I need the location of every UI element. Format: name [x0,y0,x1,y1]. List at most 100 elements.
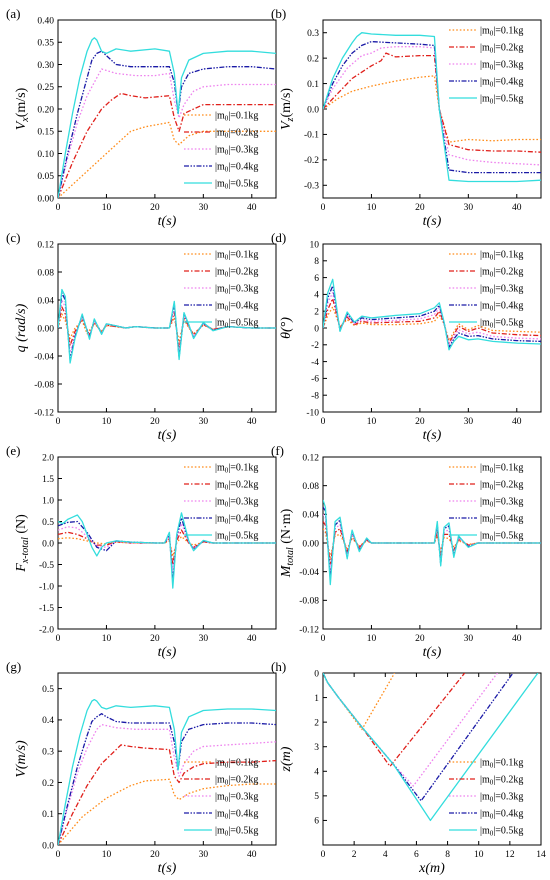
y-tick-label: 0.3 [42,747,54,757]
x-tick-label: 40 [512,634,522,644]
y-axis-label: z(m) [279,746,294,772]
y-tick-label: 0.1 [42,810,54,820]
x-tick-label: 20 [415,417,425,427]
series-group [58,37,276,198]
series-group [323,32,541,183]
y-tick-label: 0.08 [302,482,319,492]
y-tick-label: 0.0 [307,105,319,115]
y-tick-label: 0.40 [37,16,54,26]
y-tick-label: -0.08 [34,380,54,390]
y-axis-label: q (rad/s) [14,303,29,352]
x-axis-label: x(m) [418,861,445,876]
y-tick-label: 0.1 [307,80,319,90]
x-tick-label: 10 [367,203,377,213]
plot-frame [57,672,277,846]
legend-label: |m0|=0.5kg [215,179,258,191]
legend-label: |m0|=0.5kg [215,826,258,838]
x-tick-label: 10 [474,850,484,860]
y-tick-label: 6 [314,817,319,827]
y-tick-label: -0.04 [34,352,54,362]
series-line-2 [58,744,276,845]
legend-label: |m0|=0.1kg [215,463,258,475]
y-tick-label: 0.0 [42,539,54,549]
y-tick-label: -0.1 [304,131,319,141]
series-line-5 [323,32,541,183]
panel-label: (c) [6,230,20,245]
legend-label: |m0|=0.4kg [480,809,523,821]
x-tick-label: 4 [383,850,388,860]
series-line-2 [323,673,466,768]
x-tick-label: 40 [512,417,522,427]
y-tick-label: 0.35 [37,39,54,49]
series-line-3 [323,673,498,787]
legend-label: |m0|=0.3kg [480,284,523,296]
series-line-3 [58,723,276,845]
panel-label: (h) [271,659,286,674]
legend: |m0|=0.1kg |m0|=0.2kg |m0|=0.3kg |m0|=0.4kg… [184,758,258,838]
y-tick-label: 0.2 [42,779,54,789]
series-line-4 [58,50,276,198]
x-tick-label: 20 [415,203,425,213]
series-line-1 [323,673,396,731]
x-axis-label: t(s) [158,861,177,876]
legend: |m0|=0.1kg |m0|=0.2kg |m0|=0.3kg |m0|=0.4kg… [449,26,523,106]
chart-panel-b: 0 10 20 30 40 -0.3 -0.2 -0.1 0.0 0.1 0.2 0.3 |m0|=0.… [271,6,542,229]
x-tick-label: 10 [102,634,112,644]
y-tick-label: -4 [311,358,319,368]
y-tick-label: 0.05 [37,172,54,182]
x-tick-label: 10 [367,417,377,427]
series-group [58,512,276,589]
chart-panel-h: 0 2 4 6 8 10 12 140123456|m0|=0.1kg|m0|=0.2kg|m… [271,659,546,876]
series-group [323,499,541,586]
y-tick-label: 0.4 [42,716,54,726]
legend-label: |m0|=0.4kg [215,809,258,821]
y-tick-label: -0.5 [39,561,54,571]
y-tick-label: 4 [314,291,319,301]
x-tick-label: 2 [352,850,357,860]
y-tick-label: 0.00 [302,539,319,549]
y-tick-label: -0.12 [34,408,54,418]
x-tick-label: 6 [414,850,419,860]
y-tick-label: 0.5 [42,518,54,528]
x-axis-label: t(s) [158,214,177,229]
x-tick-label: 8 [445,850,450,860]
y-axis-label: Vz(m/s) [279,88,296,130]
y-tick-label: 0.2 [307,54,319,64]
legend-label: |m0|=0.1kg [480,758,523,770]
x-axis-label: t(s) [423,645,442,660]
y-tick-label: -1.0 [39,582,54,592]
legend-label: |m0|=0.2kg [480,775,523,787]
y-tick-label: 10 [310,240,320,250]
x-tick-label: 40 [247,634,257,644]
legend-label: |m0|=0.4kg [215,301,258,313]
x-tick-label: 14 [536,850,546,860]
y-tick-label: 0.00 [37,324,54,334]
legend-label: |m0|=0.5kg [480,318,523,330]
x-tick-label: 12 [505,850,515,860]
y-tick-label: 0.12 [302,453,319,463]
chart-panel-g: 0 10 20 30 400.00.10.20.30.40.5|m0|=0.1kg|m0… [6,659,277,876]
chart-panel-e: 0 10 20 30 40 -2.0 -1.5 -1.0 -0.5 0.0 0.5 1.0 1.5 2.0… [6,443,277,660]
series-group [323,673,539,822]
y-tick-label: 0.25 [37,83,54,93]
legend-label: |m0|=0.2kg [215,267,258,279]
legend: |m0|=0.1kg |m0|=0.2kg |m0|=0.3kg |m0|=0.4kg… [449,250,523,330]
panel-label: (g) [6,659,21,674]
y-tick-label: 3 [314,743,319,753]
legend-label: |m0|=0.4kg [215,514,258,526]
y-tick-label: 0 [314,324,319,334]
legend-label: |m0|=0.2kg [480,43,523,55]
series-line-1 [58,121,276,198]
y-tick-label: -0.04 [299,568,319,578]
x-tick-label: 40 [247,850,257,860]
series-line-5 [58,37,276,198]
x-tick-label: 0 [321,417,326,427]
y-tick-label: 0.3 [307,29,319,39]
x-tick-label: 40 [512,203,522,213]
y-tick-label: 8 [314,257,319,267]
x-tick-label: 20 [150,417,160,427]
x-tick-label: 0 [321,634,326,644]
legend: |m0|=0.1kg |m0|=0.2kg |m0|=0.3kg |m0|=0.4kg… [184,111,258,191]
x-tick-label: 0 [56,634,61,644]
